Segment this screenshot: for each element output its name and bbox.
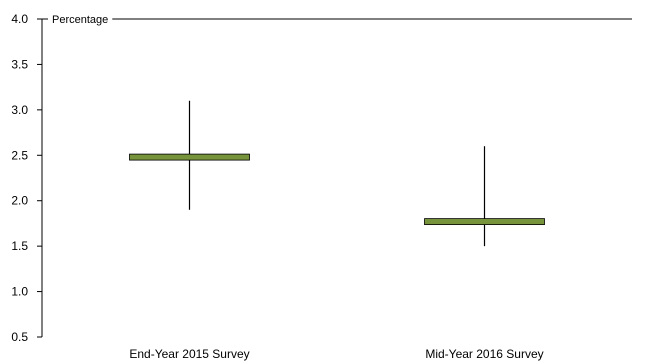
y-tick-label: 2.5 [11, 148, 28, 162]
x-category-label: End-Year 2015 Survey [129, 347, 249, 361]
y-tick-label: 2.0 [11, 194, 28, 208]
y-tick-label: 4.0 [11, 12, 28, 26]
y-tick-label: 3.5 [11, 57, 28, 71]
x-category-label: Mid-Year 2016 Survey [425, 347, 543, 361]
chart-marks [129, 100, 545, 247]
y-tick-label: 1.0 [11, 285, 28, 299]
y-tick-label: 3.0 [11, 103, 28, 117]
y-ticks: 0.5 1.0 1.5 2.0 2.5 3.0 3.5 4.0 [11, 12, 42, 344]
y-tick-label: 0.5 [11, 330, 28, 344]
median-bar [424, 218, 545, 226]
y-unit-label: Percentage [52, 14, 108, 26]
chart-axes: Percentage [41, 14, 632, 337]
median-bar [129, 153, 250, 161]
x-labels: End-Year 2015 Survey Mid-Year 2016 Survey [129, 347, 543, 361]
y-tick-label: 1.5 [11, 239, 28, 253]
